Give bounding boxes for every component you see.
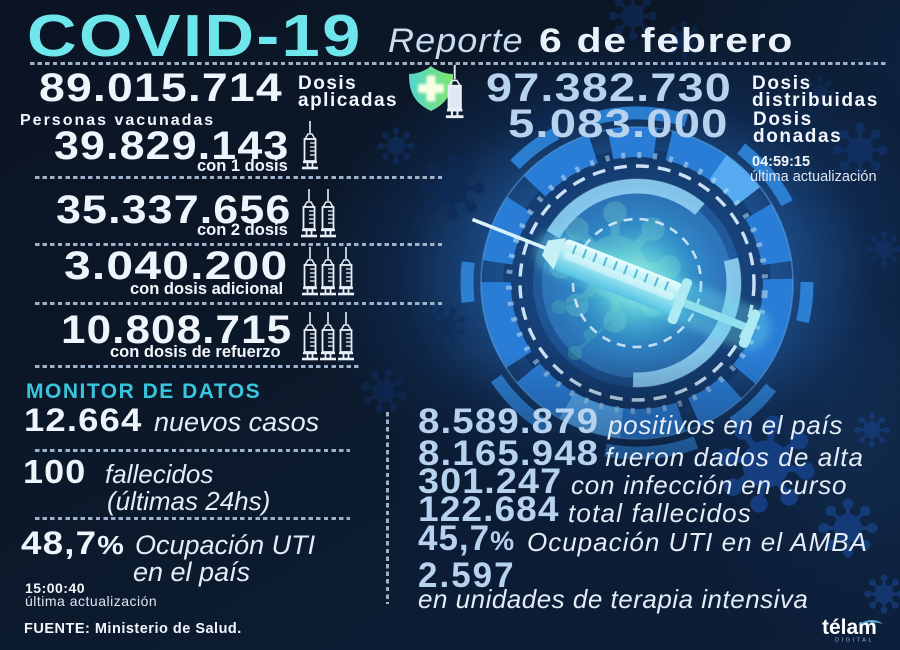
svg-text:DIGITAL: DIGITAL xyxy=(835,638,874,644)
svg-text:télam: télam xyxy=(822,616,877,639)
